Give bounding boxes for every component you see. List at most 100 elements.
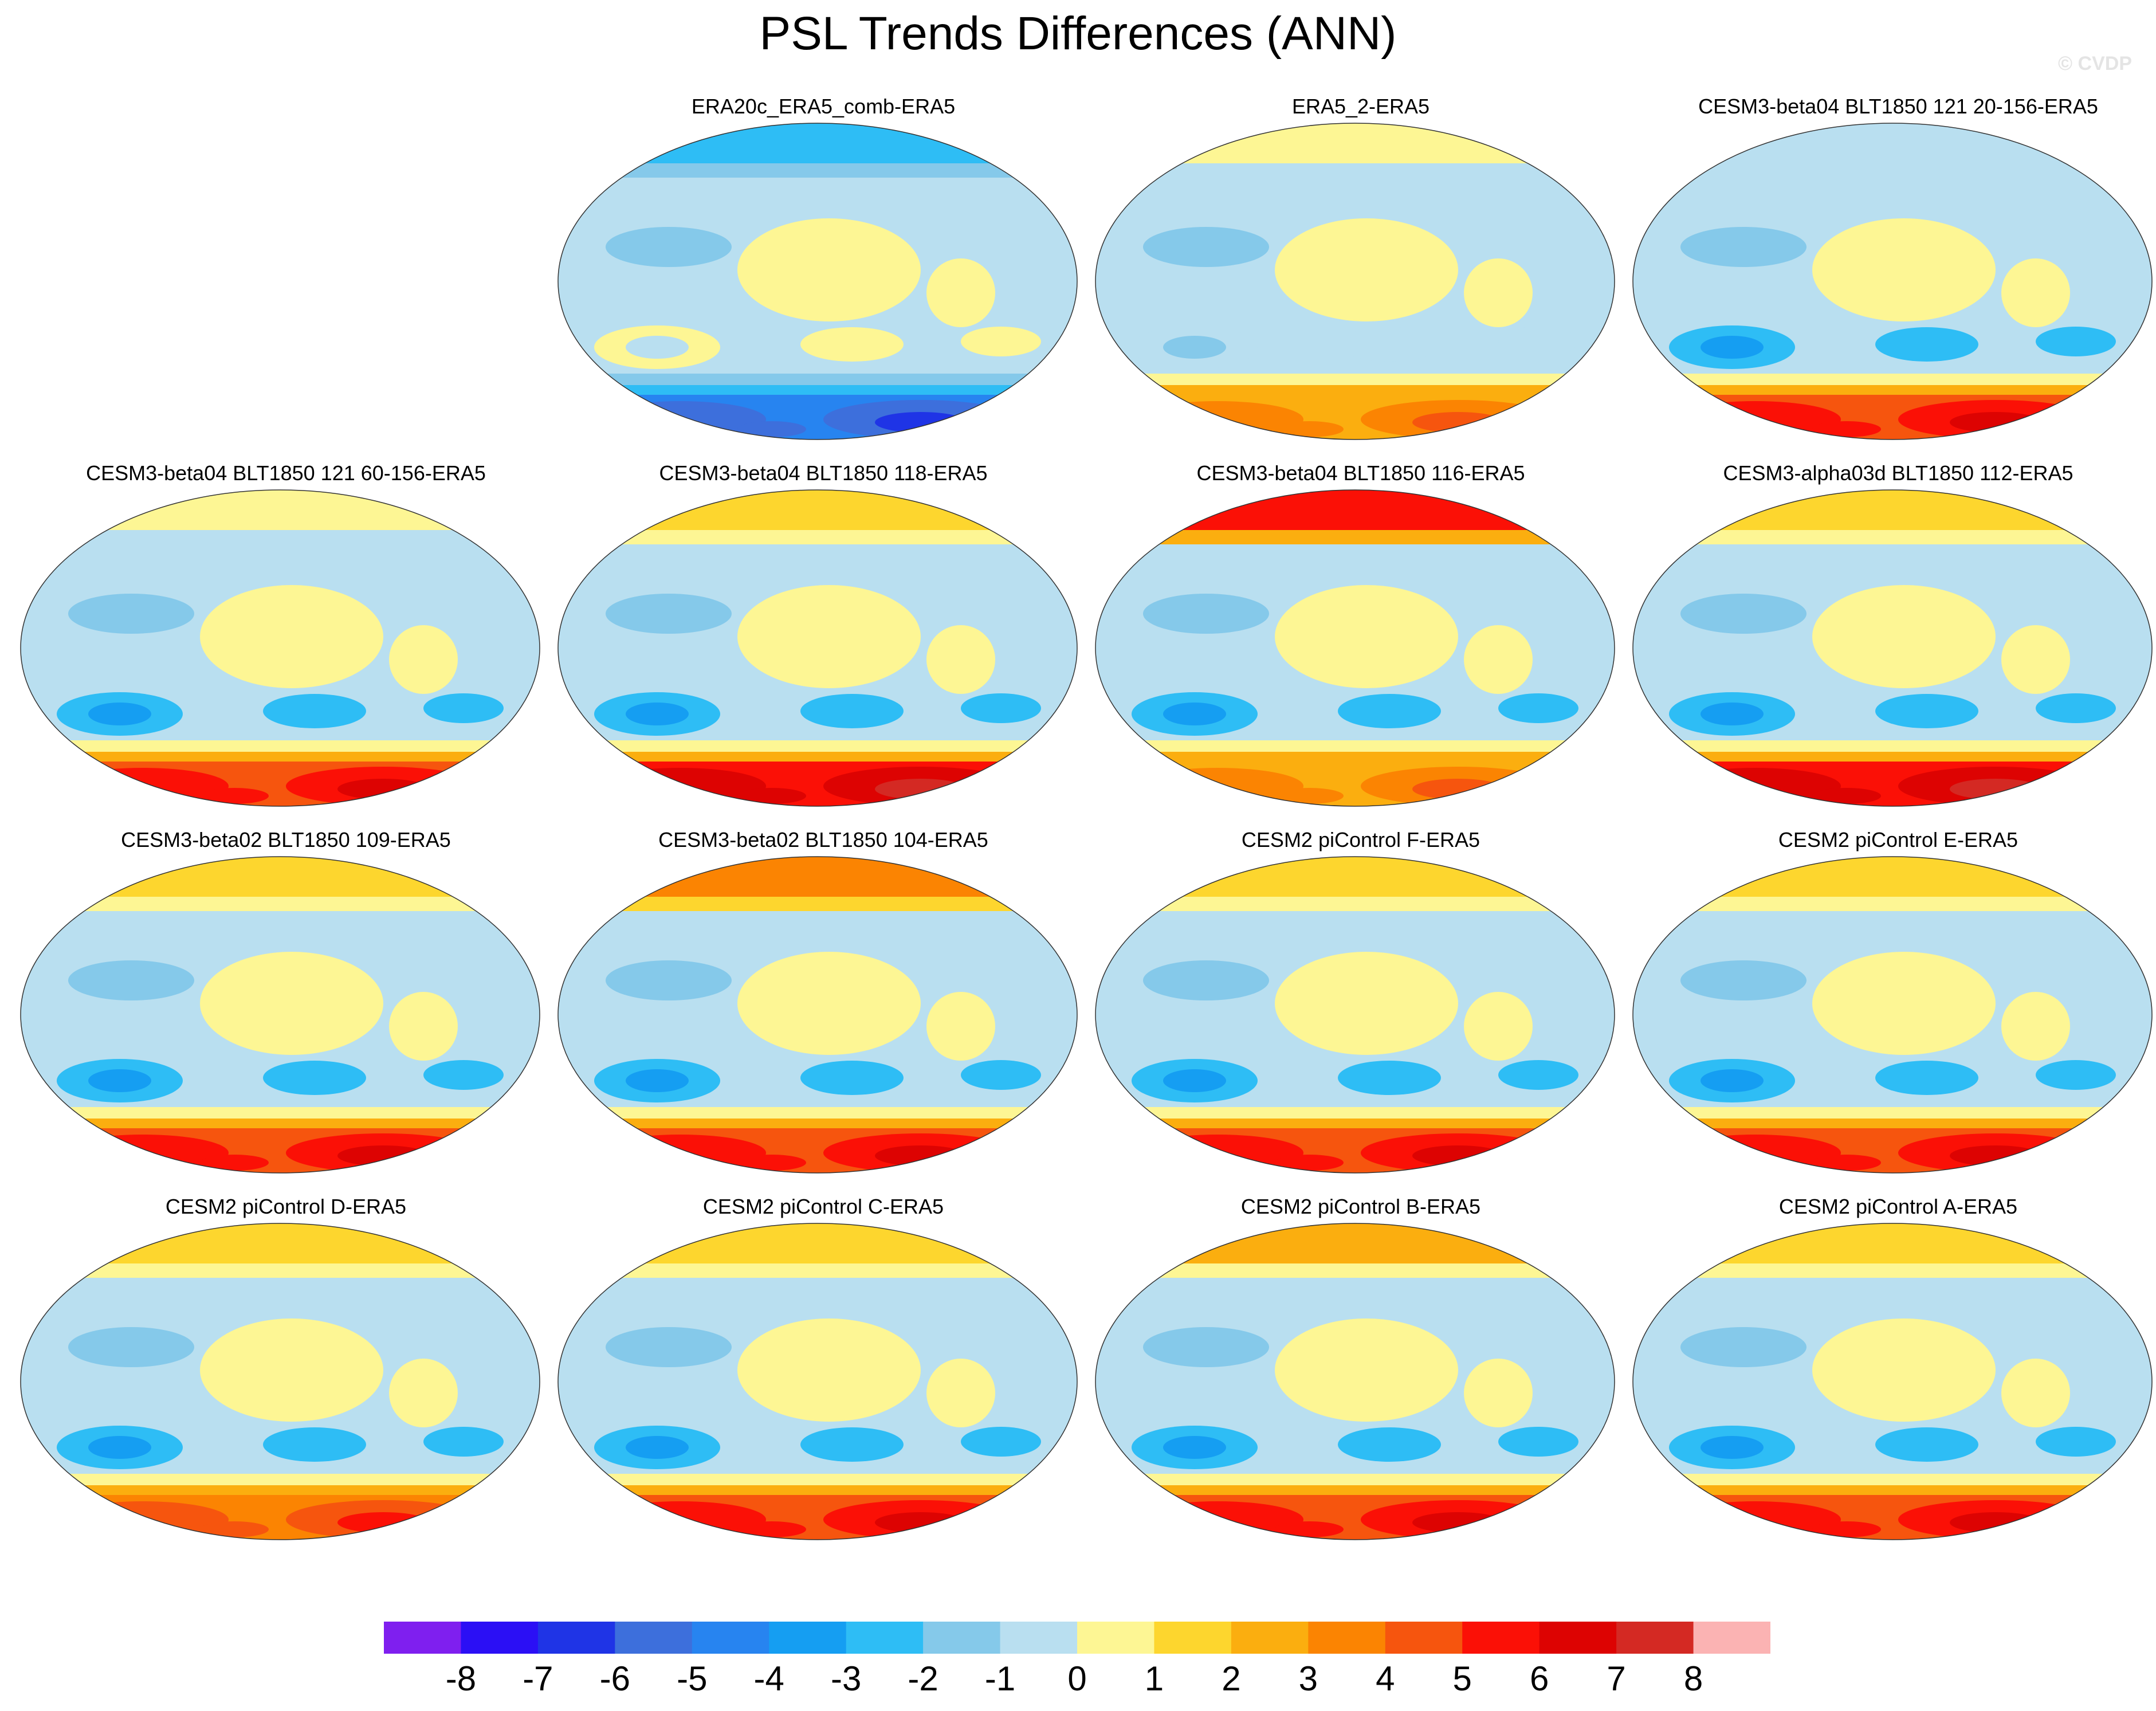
colorbar-tick-label: -1 bbox=[984, 1659, 1016, 1698]
colorbar-swatch bbox=[692, 1622, 769, 1654]
panel-title: CESM3-beta04 BLT1850 116-ERA5 bbox=[1196, 461, 1525, 485]
asia-anomaly bbox=[606, 1327, 732, 1367]
southern-midlat-core bbox=[1163, 1436, 1226, 1459]
map-plot bbox=[557, 489, 1078, 807]
southern-midlat-anomaly bbox=[423, 693, 504, 723]
south-band bbox=[558, 762, 1077, 806]
south-band-edge bbox=[1633, 740, 2152, 752]
southern-midlat-core bbox=[1701, 336, 1764, 359]
north-transition bbox=[558, 163, 1077, 178]
south-core bbox=[1812, 421, 1881, 437]
tropical-anomaly bbox=[1464, 625, 1533, 694]
colorbar-swatch bbox=[615, 1622, 693, 1654]
southern-midlat-core bbox=[1163, 703, 1226, 725]
colorbar-swatch bbox=[923, 1622, 1001, 1654]
south-core bbox=[1275, 1521, 1344, 1537]
asia-anomaly bbox=[1143, 594, 1269, 634]
southern-midlat-anomaly bbox=[1875, 327, 1978, 362]
tropical-anomaly bbox=[2001, 258, 2070, 327]
colorbar-swatch bbox=[1000, 1622, 1078, 1654]
panel-title: CESM3-beta04 BLT1850 121 60-156-ERA5 bbox=[86, 461, 486, 485]
southern-midlat-anomaly bbox=[1338, 327, 1441, 362]
colorbar-tick-label: -8 bbox=[445, 1659, 477, 1698]
southern-midlat-anomaly bbox=[1338, 694, 1441, 728]
south-peak bbox=[1412, 1512, 1504, 1533]
colorbar-swatch bbox=[1385, 1622, 1463, 1654]
colorbar-tick-label: 1 bbox=[1144, 1659, 1164, 1698]
south-band-outer bbox=[21, 752, 540, 762]
southern-midlat-anomaly bbox=[263, 1427, 366, 1462]
south-core bbox=[737, 421, 806, 437]
southern-midlat-anomaly bbox=[2036, 327, 2116, 356]
map-plot bbox=[1095, 856, 1615, 1174]
tropical-anomaly bbox=[1812, 585, 1996, 688]
south-band-outer bbox=[1633, 385, 2152, 395]
map-panel: CESM3-beta04 BLT1850 121 20-156-ERA5 bbox=[1629, 95, 2156, 484]
colorbar-swatch bbox=[1154, 1622, 1232, 1654]
north-band bbox=[558, 1223, 1077, 1263]
colorbar-swatch bbox=[846, 1622, 924, 1654]
map-border bbox=[1632, 856, 2153, 1174]
colorbar-tick-label: -6 bbox=[599, 1659, 631, 1698]
tropical-anomaly bbox=[1275, 1318, 1458, 1422]
map-border bbox=[557, 123, 1078, 440]
south-band-outer bbox=[558, 1485, 1077, 1495]
map-panel: CESM3-beta02 BLT1850 104-ERA5 bbox=[555, 828, 1092, 1218]
north-band bbox=[1095, 490, 1615, 530]
southern-midlat-anomaly bbox=[1875, 1427, 1978, 1462]
colorbar bbox=[384, 1622, 1770, 1654]
southern-midlat-anomaly bbox=[1498, 693, 1578, 723]
asia-anomaly bbox=[1680, 594, 1807, 634]
colorbar-swatch bbox=[1308, 1622, 1386, 1654]
south-band-edge bbox=[1095, 374, 1615, 385]
map-border bbox=[20, 856, 540, 1174]
south-core bbox=[200, 788, 269, 804]
tropical-anomaly bbox=[926, 625, 995, 694]
north-transition bbox=[1095, 163, 1615, 178]
tropical-anomaly bbox=[1275, 218, 1458, 321]
southern-midlat-core bbox=[88, 1436, 151, 1459]
south-band-edge bbox=[558, 374, 1077, 385]
north-transition bbox=[1095, 897, 1615, 911]
map-panel: CESM2 piControl F-ERA5 bbox=[1092, 828, 1629, 1218]
south-core bbox=[200, 1155, 269, 1171]
south-peak bbox=[1950, 1512, 2041, 1533]
north-transition bbox=[1633, 897, 2152, 911]
watermark: © CVDP bbox=[2058, 53, 2132, 74]
south-band-outer bbox=[1095, 752, 1615, 762]
south-band-edge bbox=[21, 1107, 540, 1119]
south-peak bbox=[1950, 412, 2041, 433]
south-band-outer bbox=[1633, 1119, 2152, 1128]
panel-title: CESM2 piControl D-ERA5 bbox=[165, 1195, 407, 1218]
map-border bbox=[1632, 123, 2153, 440]
south-band-edge bbox=[558, 1474, 1077, 1485]
map-plot bbox=[1095, 489, 1615, 807]
southern-midlat-anomaly bbox=[961, 327, 1041, 356]
south-band-edge bbox=[558, 1107, 1077, 1119]
south-band bbox=[1633, 1495, 2152, 1540]
southern-midlat-core bbox=[1701, 1436, 1764, 1459]
map-border bbox=[557, 489, 1078, 807]
south-peak bbox=[337, 779, 429, 799]
south-band-edge bbox=[21, 740, 540, 752]
north-transition bbox=[1633, 530, 2152, 544]
colorbar-swatch bbox=[769, 1622, 847, 1654]
south-peak bbox=[1412, 779, 1504, 799]
south-peak bbox=[1950, 1145, 2041, 1166]
tropical-anomaly bbox=[200, 1318, 383, 1422]
north-band bbox=[558, 123, 1077, 163]
colorbar-swatch bbox=[1462, 1622, 1540, 1654]
colorbar-swatch bbox=[537, 1622, 615, 1654]
southern-midlat-anomaly bbox=[263, 1061, 366, 1095]
tropical-anomaly bbox=[389, 625, 458, 694]
figure-title: PSL Trends Differences (ANN) bbox=[759, 7, 1397, 60]
south-band-outer bbox=[21, 1119, 540, 1128]
tropical-anomaly bbox=[1812, 952, 1996, 1055]
north-transition bbox=[558, 1263, 1077, 1278]
south-band-outer bbox=[21, 1485, 540, 1495]
asia-anomaly bbox=[606, 227, 732, 267]
map-panel: CESM2 piControl B-ERA5 bbox=[1092, 1195, 1629, 1584]
tropical-anomaly bbox=[926, 258, 995, 327]
map-panel: CESM2 piControl A-ERA5 bbox=[1629, 1195, 2156, 1584]
south-band-edge bbox=[1633, 374, 2152, 385]
